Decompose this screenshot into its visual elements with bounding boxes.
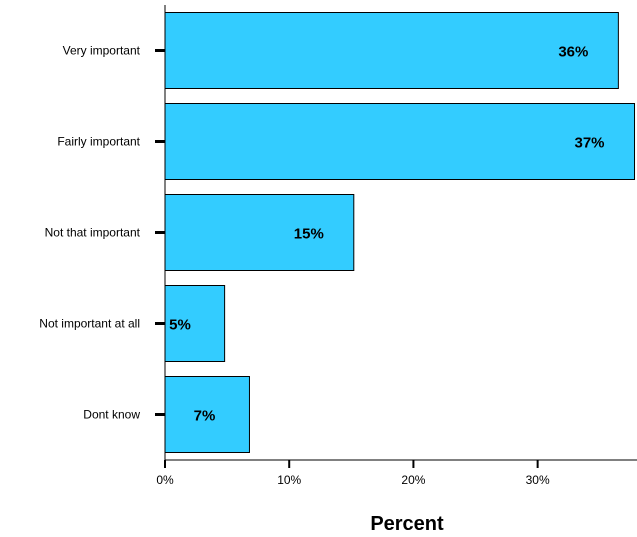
bar-1 <box>164 12 619 89</box>
data-label: 7% <box>194 408 216 425</box>
bar-4 <box>164 285 226 362</box>
y-tick-label: Fairly important <box>57 135 140 149</box>
data-labels-group: 36% 37% 15% 5% 7% <box>169 44 604 425</box>
bar-5 <box>164 376 250 453</box>
data-label: 15% <box>294 226 324 243</box>
x-tick-label: 10% <box>277 473 301 487</box>
bar-3 <box>164 194 355 271</box>
y-tick-label: Dont know <box>83 408 140 422</box>
x-tick-label: 20% <box>401 473 425 487</box>
y-tick-label: Very important <box>63 44 141 58</box>
y-tick-label: Not important at all <box>39 317 140 331</box>
x-tick-label: 30% <box>526 473 550 487</box>
data-label: 36% <box>558 44 588 61</box>
x-axis-title: Percent <box>370 513 444 535</box>
data-label: 37% <box>575 135 605 152</box>
axes-group: Very important Fairly important Not that i… <box>39 5 637 487</box>
y-tick-label: Not that important <box>45 226 141 240</box>
x-tick-label: 0% <box>156 473 174 487</box>
bars-group <box>164 12 636 453</box>
data-label: 5% <box>169 317 191 334</box>
bar-2 <box>164 103 636 180</box>
